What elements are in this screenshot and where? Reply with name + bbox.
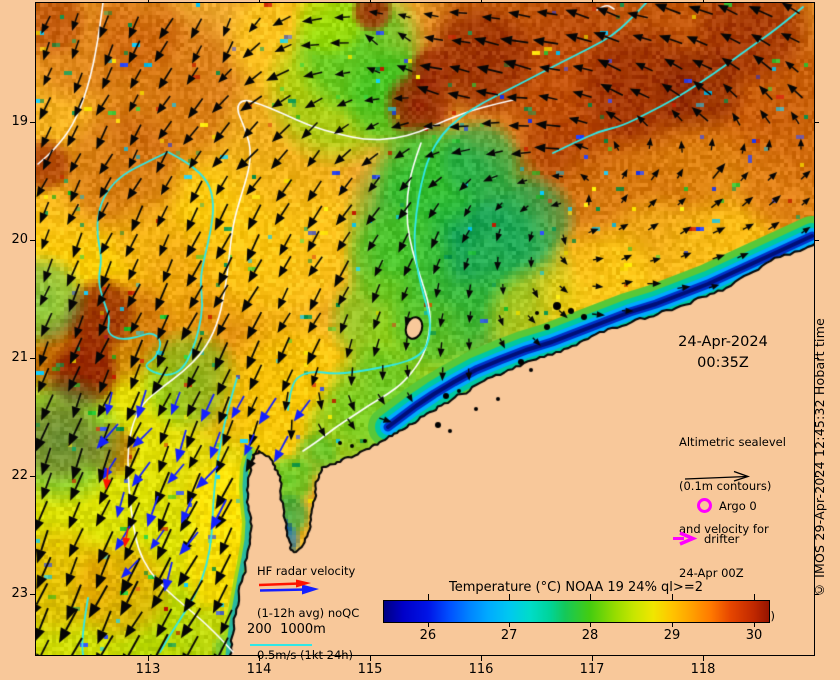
altimetric-line: (0.1m contours) — [679, 478, 772, 493]
lon-tick — [481, 656, 482, 661]
temperature-colorbar — [383, 600, 770, 623]
lat-tick-right — [814, 122, 819, 123]
colorbar-tick-top — [589, 594, 591, 600]
lon-tick-label: 116 — [468, 662, 494, 677]
colorbar-tick-label: 30 — [745, 628, 763, 643]
argo-marker-icon — [697, 498, 712, 513]
lon-tick — [259, 656, 260, 661]
isobath-scale-label: 200 1000m — [247, 622, 326, 637]
lon-tick-top — [481, 0, 482, 3]
drifter-label: drifter — [704, 531, 740, 546]
colorbar-tick — [427, 622, 429, 627]
lat-tick-right — [814, 358, 819, 359]
lon-tick-top — [148, 0, 149, 3]
lon-tick-label: 117 — [579, 662, 605, 677]
lat-tick — [30, 358, 35, 359]
argo-legend: Argo 0 — [697, 498, 757, 513]
map-date: 24-Apr-2024 — [678, 334, 768, 350]
hf-radar-reference-arrows-icon — [258, 579, 319, 595]
colorbar-tick-label: 26 — [419, 628, 437, 643]
colorbar-tick — [753, 622, 755, 627]
colorbar-tick — [509, 622, 511, 627]
hf-line: HF radar velocity — [257, 564, 356, 578]
argo-label: Argo 0 — [719, 498, 757, 513]
altimetric-line: 24-Apr 00Z — [679, 565, 744, 580]
lat-tick — [30, 476, 35, 477]
lon-tick-top — [370, 0, 371, 3]
lat-tick — [30, 240, 35, 241]
lon-tick-top — [259, 0, 260, 3]
lat-tick-right — [814, 594, 819, 595]
map-time: 00:35Z — [697, 355, 749, 371]
lon-tick-label: 115 — [357, 662, 383, 677]
colorbar-tick-label: 28 — [581, 628, 599, 643]
lon-tick-top — [592, 0, 593, 3]
hf-radar-legend: HF radar velocity (1-12h avg) noQC 0.5m/… — [257, 536, 359, 680]
altimetric-line: Altimetric sealevel — [679, 435, 786, 449]
colorbar-tick-top — [753, 594, 755, 600]
hf-line: (1-12h avg) noQC — [257, 606, 360, 620]
colorbar-tick — [671, 622, 673, 627]
lat-tick-label: 20 — [11, 232, 28, 247]
lat-tick-label: 23 — [11, 586, 28, 601]
lon-tick — [703, 656, 704, 661]
colorbar-tick-top — [671, 594, 673, 600]
lat-tick-right — [814, 240, 819, 241]
colorbar-tick-label: 29 — [663, 628, 681, 643]
altimetric-reference-arrow-icon — [684, 470, 751, 482]
altimetric-line: and velocity for — [679, 522, 769, 536]
lon-tick — [148, 656, 149, 661]
colorbar-tick-label: 27 — [500, 628, 518, 643]
lat-tick-right — [814, 476, 819, 477]
colorbar-title: Temperature (°C) NOAA 19 24% ql>=2 — [449, 580, 703, 595]
drifter-marker-icon — [673, 531, 698, 546]
lon-tick — [592, 656, 593, 661]
lat-tick — [30, 122, 35, 123]
sst-map-canvas — [36, 3, 814, 655]
lat-tick-label: 22 — [11, 468, 28, 483]
hf-line: 0.5m/s (1kt 24h) — [257, 648, 354, 662]
lat-tick-label: 21 — [11, 350, 28, 365]
colorbar-tick — [589, 622, 591, 627]
lon-tick-label: 113 — [135, 662, 161, 677]
colorbar-tick-top — [509, 594, 511, 600]
lon-tick-label: 118 — [690, 662, 716, 677]
colorbar-tick-top — [427, 594, 429, 600]
lat-tick — [30, 594, 35, 595]
drifter-legend: drifter — [671, 531, 739, 546]
lon-tick-top — [703, 0, 704, 3]
lon-tick-label: 114 — [246, 662, 272, 677]
lat-tick-label: 19 — [11, 114, 28, 129]
lon-tick — [370, 656, 371, 661]
isobath-scale-line — [250, 644, 312, 646]
credit-text: © IMOS 29-Apr-2024 12:45:32 Hobart time — [812, 318, 827, 598]
map-datetime: 24-Apr-2024 00:35Z — [660, 332, 786, 374]
